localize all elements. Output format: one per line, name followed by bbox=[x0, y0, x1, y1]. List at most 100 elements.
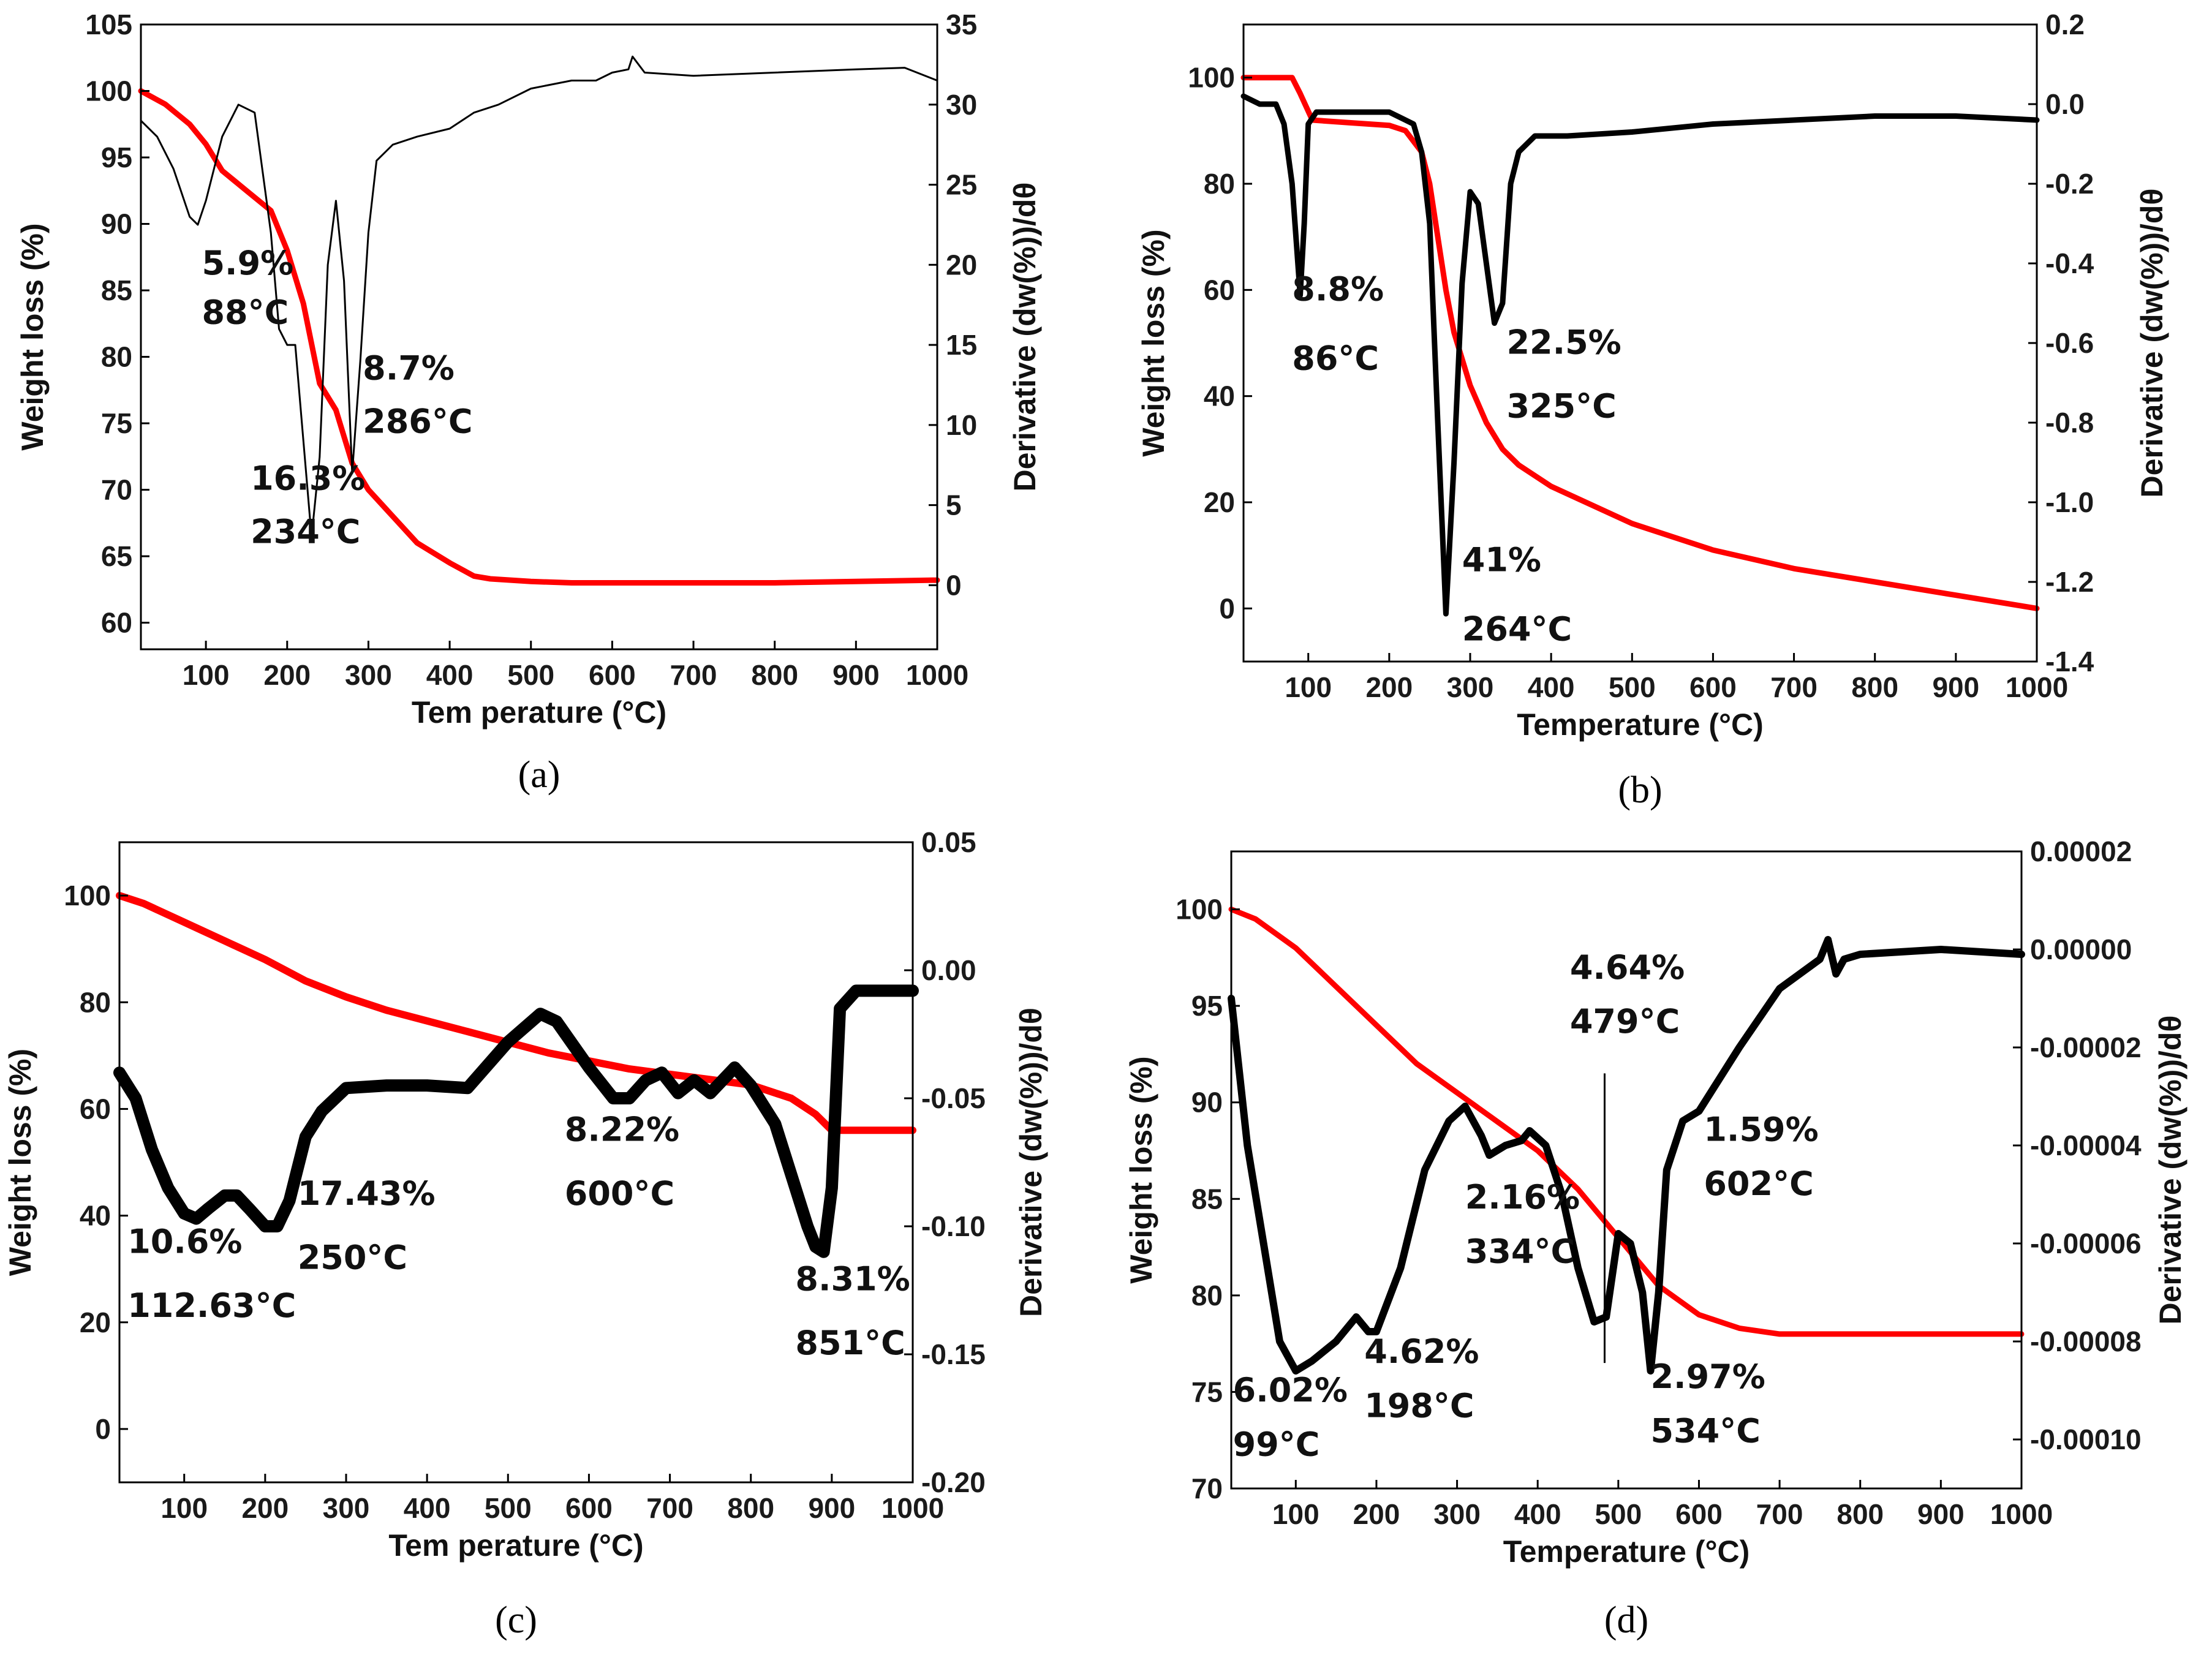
y-axis-label: Weight loss (%) bbox=[15, 223, 50, 450]
y-tick-label: 100 bbox=[1188, 62, 1235, 94]
y2-tick-label: 5 bbox=[946, 489, 962, 521]
y-tick-label: 100 bbox=[1176, 894, 1223, 926]
y2-tick-label: -1.2 bbox=[2045, 566, 2094, 598]
y2-tick-label: -0.15 bbox=[921, 1338, 986, 1370]
y-tick-label: 0 bbox=[95, 1413, 111, 1445]
x-tick-label: 200 bbox=[241, 1492, 289, 1524]
x-tick-label: 600 bbox=[589, 659, 636, 691]
peak-annotation: 234°C bbox=[251, 512, 360, 551]
y-tick-label: 0 bbox=[1219, 592, 1235, 624]
x-tick-label: 200 bbox=[1365, 671, 1413, 703]
peak-annotation: 250°C bbox=[298, 1239, 407, 1277]
series-line-derivative bbox=[1228, 936, 2025, 1375]
x-tick-label: 400 bbox=[426, 659, 474, 691]
peak-annotation: 10.6% bbox=[127, 1223, 242, 1261]
y2-tick-label: -0.6 bbox=[2045, 327, 2094, 359]
series-line-derivative bbox=[1240, 93, 2040, 617]
y-axis-label: Weight loss (%) bbox=[1124, 1056, 1158, 1283]
plot-frame bbox=[118, 841, 914, 1484]
y2-tick-label: 0.00 bbox=[921, 954, 976, 986]
x-tick-label: 1000 bbox=[881, 1492, 944, 1524]
y2-tick-label: 0.00000 bbox=[2030, 934, 2132, 965]
peak-annotation: 8.22% bbox=[565, 1111, 679, 1149]
y2-tick-label: -0.8 bbox=[2045, 407, 2094, 439]
x-tick-label: 500 bbox=[1609, 671, 1656, 703]
x-tick-label: 1000 bbox=[2006, 671, 2068, 703]
y2-tick-label: -1.0 bbox=[2045, 486, 2094, 518]
x-tick-label: 800 bbox=[727, 1492, 774, 1524]
y-tick-label: 80 bbox=[101, 341, 132, 373]
y2-tick-label: 15 bbox=[946, 329, 977, 361]
peak-annotation: 479°C bbox=[1570, 1002, 1680, 1041]
y-tick-label: 105 bbox=[85, 9, 132, 40]
x-tick-label: 600 bbox=[1689, 671, 1737, 703]
x-axis-label: Tem perature (°C) bbox=[412, 695, 666, 730]
y-tick-label: 60 bbox=[80, 1093, 111, 1125]
peak-annotation: 264°C bbox=[1462, 609, 1572, 648]
series-line-weight-loss bbox=[116, 892, 916, 1134]
peak-annotation: 8.7% bbox=[363, 349, 455, 387]
x-tick-label: 1000 bbox=[1990, 1498, 2053, 1530]
y2-tick-label: -0.10 bbox=[921, 1210, 986, 1242]
y2-tick-label: 0.2 bbox=[2045, 9, 2085, 40]
peak-annotation: 16.3% bbox=[251, 459, 365, 498]
y2-tick-label: -1.4 bbox=[2045, 646, 2094, 677]
y-tick-label: 75 bbox=[1191, 1376, 1223, 1408]
x-axis-label: Tem perature (°C) bbox=[388, 1528, 643, 1563]
x-tick-label: 300 bbox=[345, 659, 392, 691]
peak-annotation: 8.31% bbox=[795, 1260, 910, 1299]
peak-annotation: 88°C bbox=[202, 293, 289, 331]
panel-label: (c) bbox=[495, 1599, 537, 1641]
y2-axis-label: Derivative (dw(%))/dθ bbox=[1008, 183, 1042, 492]
x-tick-label: 900 bbox=[1932, 671, 1979, 703]
x-tick-label: 800 bbox=[1836, 1498, 1884, 1530]
y-tick-label: 60 bbox=[1204, 274, 1235, 306]
y2-tick-label: 0 bbox=[946, 569, 962, 601]
x-tick-label: 500 bbox=[485, 1492, 532, 1524]
y-tick-label: 80 bbox=[1191, 1280, 1223, 1311]
peak-annotation: 334°C bbox=[1465, 1232, 1575, 1270]
y2-tick-label: -0.00004 bbox=[2030, 1130, 2142, 1161]
y2-tick-label: -0.4 bbox=[2045, 247, 2094, 279]
panel-label: (b) bbox=[1618, 769, 1662, 811]
y-tick-label: 95 bbox=[1191, 990, 1223, 1022]
y2-tick-label: 35 bbox=[946, 9, 977, 40]
plot-frame bbox=[140, 23, 938, 651]
y2-tick-label: -0.00008 bbox=[2030, 1326, 2142, 1357]
y-tick-label: 40 bbox=[1204, 380, 1235, 412]
y2-tick-label: -0.00006 bbox=[2030, 1228, 2142, 1259]
y2-tick-label: 0.0 bbox=[2045, 88, 2085, 120]
peak-annotation: 534°C bbox=[1650, 1411, 1760, 1450]
y-tick-label: 20 bbox=[80, 1307, 111, 1338]
x-tick-label: 100 bbox=[1285, 671, 1332, 703]
x-tick-label: 400 bbox=[1528, 671, 1575, 703]
y-axis-label: Weight loss (%) bbox=[3, 1049, 37, 1276]
x-tick-label: 700 bbox=[646, 1492, 693, 1524]
x-tick-label: 900 bbox=[832, 659, 880, 691]
y2-tick-label: -0.2 bbox=[2045, 168, 2094, 200]
series-line-derivative bbox=[140, 55, 938, 538]
y2-tick-label: 0.00002 bbox=[2030, 836, 2132, 867]
series-line-weight-loss bbox=[138, 88, 940, 586]
y-axis-label: Weight loss (%) bbox=[1136, 229, 1171, 456]
y-tick-label: 85 bbox=[1191, 1183, 1223, 1215]
x-tick-label: 700 bbox=[1756, 1498, 1803, 1530]
chart-panel-c: 100 200 300 400 500 600 700 800 900 1000 0 20 40 60 80… bbox=[3, 826, 1048, 1641]
peak-annotation: 325°C bbox=[1506, 387, 1616, 425]
peak-annotation: 17.43% bbox=[298, 1174, 436, 1213]
y2-axis-label: Derivative (dw(%))/dθ bbox=[2153, 1016, 2187, 1325]
x-tick-label: 900 bbox=[1917, 1498, 1965, 1530]
x-tick-label: 1000 bbox=[906, 659, 968, 691]
y-tick-label: 70 bbox=[1191, 1473, 1223, 1504]
panel-label: (a) bbox=[518, 754, 561, 796]
y2-tick-label: -0.00010 bbox=[2030, 1424, 2142, 1455]
peak-annotation: 99°C bbox=[1233, 1425, 1320, 1463]
series-line-derivative bbox=[113, 984, 919, 1258]
x-tick-label: 600 bbox=[1675, 1498, 1723, 1530]
x-tick-label: 700 bbox=[670, 659, 717, 691]
x-tick-label: 200 bbox=[1353, 1498, 1400, 1530]
peak-annotation: 2.97% bbox=[1650, 1357, 1765, 1396]
peak-annotation: 41% bbox=[1462, 541, 1541, 579]
y-tick-label: 100 bbox=[64, 880, 111, 911]
